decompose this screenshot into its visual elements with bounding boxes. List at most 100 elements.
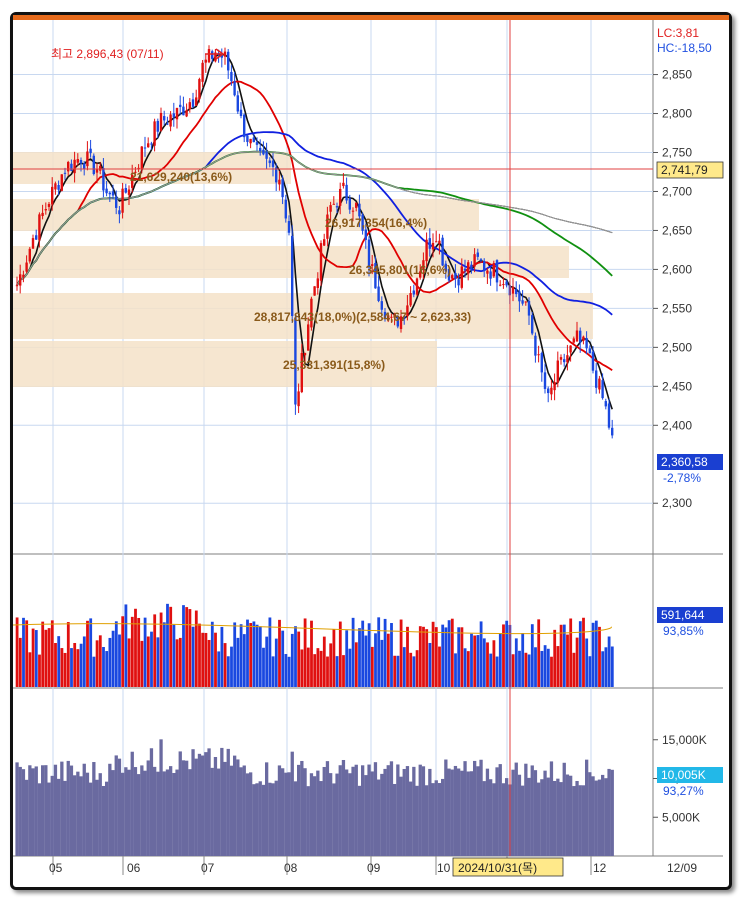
candle-body (201, 62, 204, 82)
amount-bar (44, 765, 48, 856)
amount-bar (514, 762, 518, 856)
volume-bar (476, 635, 480, 687)
candle-body (259, 147, 262, 151)
candle-body (175, 107, 179, 120)
volume-bar (594, 620, 598, 687)
candle-body (390, 316, 393, 318)
amount-bar (175, 769, 179, 856)
amount-bar (133, 767, 138, 856)
amount-bar (217, 768, 221, 856)
amount-bar (345, 769, 349, 856)
amount-bar (501, 783, 506, 856)
candle-body (316, 278, 319, 288)
candle-body (19, 274, 22, 286)
amount-bar (281, 768, 285, 856)
amount-bar (117, 758, 122, 856)
volume-bar (217, 651, 221, 687)
candle-body (460, 266, 463, 288)
volume-bar (226, 656, 230, 687)
amount-bar (69, 765, 74, 856)
volume-bar (134, 608, 137, 687)
candle-body (396, 315, 399, 327)
amount-bar (325, 761, 330, 856)
candle-body (191, 99, 195, 107)
candle-body (278, 179, 281, 185)
volume-bar (41, 621, 45, 687)
volume-bar (82, 636, 86, 687)
candle-body (595, 370, 598, 388)
candle-body (284, 199, 287, 219)
volume-bar (210, 621, 214, 687)
high-marker-label: 최고 2,896,43 (07/11) (51, 47, 164, 61)
candle-body (303, 352, 307, 356)
candle-body (169, 114, 172, 127)
volume-bar (415, 650, 419, 687)
amount-bar (18, 766, 22, 856)
amount-bar (31, 768, 35, 856)
volume-bar (540, 650, 544, 687)
candle-body (547, 388, 550, 394)
volume-bar (390, 623, 393, 687)
ma-line-20 (16, 80, 613, 371)
profile-label: 26,917,354(16,4%) (325, 216, 427, 230)
amount-bar (373, 762, 378, 856)
stock-chart[interactable]: 2,850 2,800 2,750 2,700 2,650 2,600 2,550 2,500… (12, 15, 729, 887)
candle-body (41, 212, 44, 217)
volume-bar (284, 654, 288, 687)
amount-bar (482, 781, 486, 856)
candle-body (220, 54, 223, 58)
volume-bar (297, 631, 301, 687)
volume-bar (313, 654, 317, 687)
top-highlight-bar (13, 15, 729, 20)
volume-bar (98, 635, 102, 687)
volume-bar (175, 639, 179, 687)
lc-label: LC:3,81 (657, 26, 699, 40)
amount-bar (434, 780, 438, 856)
amount-bar (386, 765, 390, 856)
volume-bar (466, 651, 470, 687)
volume-bar (316, 648, 320, 687)
amount-bar (588, 772, 592, 856)
amount-bar (277, 765, 282, 856)
volume-bar (242, 634, 246, 687)
candle-body (454, 272, 457, 280)
amount-bar (271, 783, 275, 856)
candle-body (108, 192, 111, 195)
amount-bar (418, 764, 422, 856)
volume-bar (44, 629, 48, 687)
price-tick-label: 2,450 (662, 379, 692, 393)
volume-bar (566, 634, 569, 687)
price-tick-label: 2,750 (662, 146, 692, 160)
volume-bar (598, 626, 601, 687)
volume-bar (377, 617, 381, 687)
price-tick-label: 2,300 (662, 496, 692, 510)
amount-bar (524, 763, 528, 856)
volume-bar (428, 642, 432, 687)
candle-body (483, 261, 486, 271)
candle-body (419, 271, 422, 278)
volume-bar (239, 624, 243, 687)
volume-bar (268, 617, 272, 687)
date-tick-label: 12/09 (667, 861, 697, 875)
amount-bar (178, 751, 182, 856)
amount-bar (265, 762, 269, 856)
candle-body (457, 279, 460, 286)
volume-bar (399, 619, 403, 687)
candle-body (444, 263, 447, 272)
volume-bar (54, 643, 57, 687)
volume-bar (143, 617, 147, 687)
candle-body (57, 184, 60, 190)
amount-bar (28, 765, 32, 856)
date-tick-label: 05 (49, 861, 63, 875)
amount-pct-label: 93,27% (663, 784, 704, 798)
candle-body (559, 357, 563, 360)
candle-body (534, 335, 537, 356)
amount-bar (341, 759, 346, 856)
amount-bar (41, 765, 45, 856)
volume-bar (265, 636, 269, 687)
volume-bar (546, 648, 550, 687)
volume-bar (146, 636, 150, 687)
volume-profile-bar (13, 341, 437, 387)
volume-bar (402, 647, 406, 687)
candle-body (15, 285, 19, 287)
